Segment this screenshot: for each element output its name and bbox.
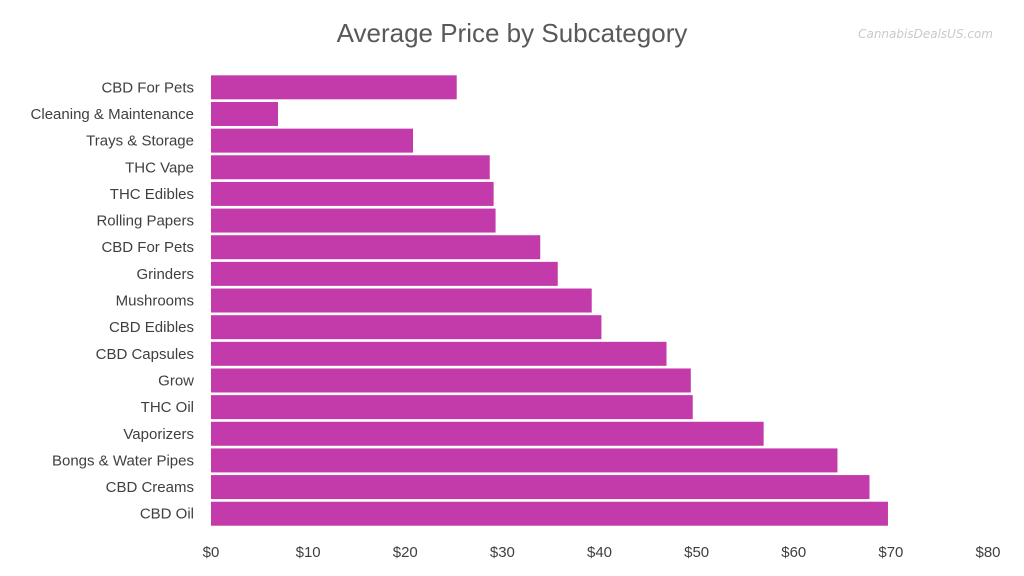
category-label: Cleaning & Maintenance <box>31 106 194 123</box>
bar <box>211 181 494 206</box>
bar <box>211 475 870 500</box>
category-label: CBD Edibles <box>109 319 194 336</box>
category-labels-group: CBD For Pets Cleaning & Maintenance Trays … <box>31 79 195 522</box>
bar <box>211 395 693 420</box>
x-tick-label: $60 <box>781 544 806 561</box>
bar <box>211 208 496 233</box>
x-tick-label: $30 <box>490 544 515 561</box>
bar <box>211 128 414 153</box>
category-label: Rolling Papers <box>96 213 194 230</box>
x-tick-label: $40 <box>587 544 612 561</box>
x-tick-label: $80 <box>975 544 1000 561</box>
x-tick-label: $20 <box>393 544 418 561</box>
bar <box>211 235 541 260</box>
x-tick-label: $50 <box>684 544 709 561</box>
bar <box>211 101 279 126</box>
bar <box>211 315 602 340</box>
category-label: CBD Oil <box>140 506 194 523</box>
bar <box>211 368 691 393</box>
x-tick-label: $10 <box>296 544 321 561</box>
category-label: Mushrooms <box>116 293 194 310</box>
bar <box>211 448 838 473</box>
category-label: CBD Creams <box>106 479 194 496</box>
chart-title: Average Price by Subcategory <box>337 18 688 48</box>
category-label: THC Edibles <box>110 186 194 203</box>
x-axis-ticks-group: $0 $10 $20 $30 $40 $50 $60 $70 $80 <box>203 544 1001 561</box>
bars-group <box>211 75 888 526</box>
category-label: THC Vape <box>125 159 194 176</box>
bar <box>211 288 592 313</box>
category-label: Grinders <box>136 266 194 283</box>
bar <box>211 261 558 286</box>
category-label: Bongs & Water Pipes <box>52 452 194 469</box>
category-label: Grow <box>158 372 194 389</box>
bar <box>211 341 667 366</box>
category-label: Trays & Storage <box>86 133 194 150</box>
category-label: Vaporizers <box>123 426 194 443</box>
bar <box>211 501 888 526</box>
bar <box>211 75 457 100</box>
x-tick-label: $0 <box>203 544 220 561</box>
bar <box>211 155 490 180</box>
bar <box>211 421 764 446</box>
category-label: CBD Capsules <box>96 346 194 363</box>
category-label: THC Oil <box>141 399 194 416</box>
watermark: CannabisDealsUS.com <box>858 27 993 41</box>
category-label: CBD For Pets <box>101 79 194 96</box>
category-label: CBD For Pets <box>101 239 194 256</box>
x-tick-label: $70 <box>878 544 903 561</box>
